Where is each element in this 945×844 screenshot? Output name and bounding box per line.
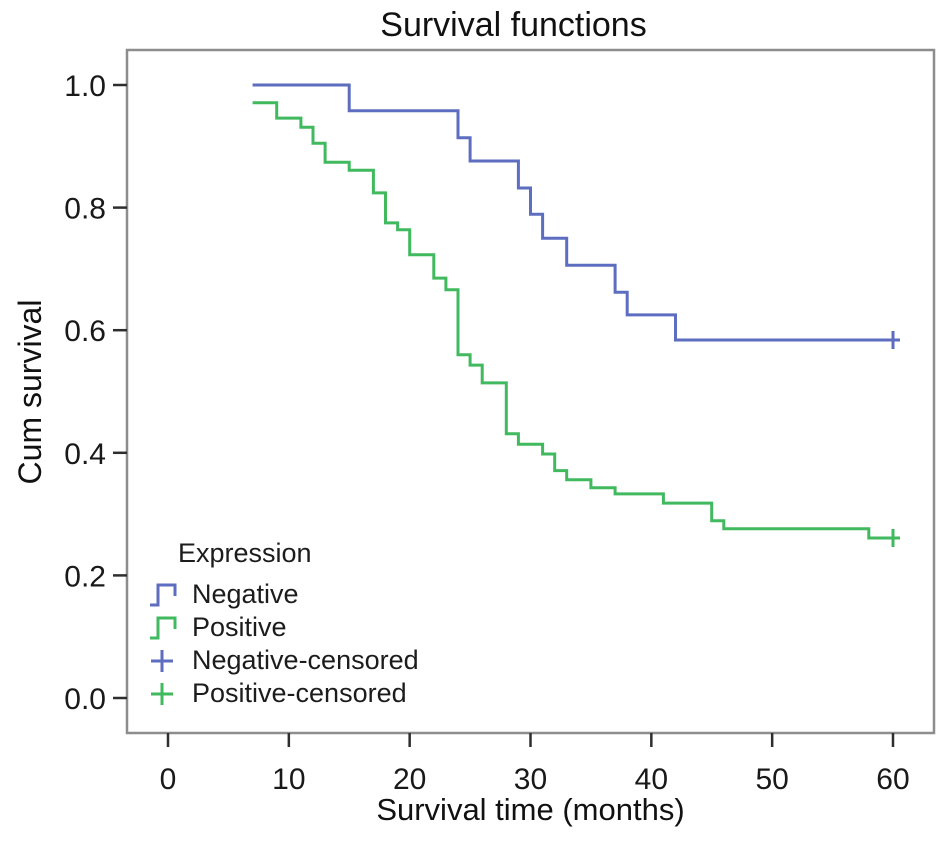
y-tick-label: 0.0 <box>64 683 106 716</box>
series-negative-curve <box>252 83 899 342</box>
y-tick-label: 1.0 <box>64 70 106 103</box>
y-tick-label: 0.4 <box>64 438 106 471</box>
y-tick-label: 0.2 <box>64 560 106 593</box>
censor-mark-negative <box>885 331 900 350</box>
x-tick-label: 50 <box>755 763 788 796</box>
x-tick-label: 60 <box>876 763 909 796</box>
step-line-icon <box>150 616 177 639</box>
y-tick-label: 0.6 <box>64 315 106 348</box>
x-tick-label: 40 <box>635 763 668 796</box>
plus-censor-icon <box>151 649 173 672</box>
chart-title: Survival functions <box>380 6 647 44</box>
x-tick-label: 10 <box>272 763 305 796</box>
legend-item-label: Positive <box>192 612 287 642</box>
x-tick-label: 30 <box>514 763 547 796</box>
legend-item-negative-censored: Negative-censored <box>148 644 419 677</box>
legend-title: Expression <box>178 538 312 568</box>
series-positive-curve <box>252 101 899 540</box>
legend-item-label: Negative <box>192 579 299 609</box>
x-tick-label: 20 <box>393 763 426 796</box>
legend-item-positive: Positive <box>148 611 419 644</box>
legend-item-negative: Negative <box>148 578 419 611</box>
plus-censor-icon <box>151 682 173 705</box>
legend-item-positive-censored: Positive-censored <box>148 677 419 710</box>
legend-item-label: Negative-censored <box>192 645 419 675</box>
x-tick-label: 0 <box>160 763 177 796</box>
y-tick-label: 0.8 <box>64 193 106 226</box>
legend: Expression Negative Positive Negative-ce… <box>148 538 419 710</box>
step-line-icon <box>150 583 177 606</box>
censor-mark-positive <box>885 529 900 548</box>
x-axis-title: Survival time (months) <box>376 792 685 827</box>
legend-item-label: Positive-censored <box>192 678 407 708</box>
